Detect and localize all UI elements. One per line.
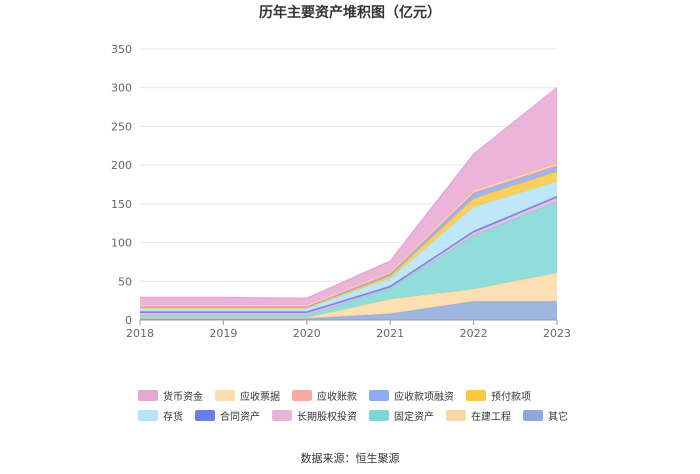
area-series-其它 [140, 301, 557, 320]
x-tick-label: 2021 [376, 327, 404, 340]
legend-label: 固定资产 [394, 411, 434, 423]
legend-label: 预付款项 [491, 391, 531, 403]
legend-swatch [369, 409, 389, 421]
legend-label: 应收票据 [240, 391, 280, 403]
y-tick-label: 300 [111, 82, 132, 95]
legend-swatch [369, 389, 389, 401]
chart-title: 历年主要资产堆积图（亿元） [259, 4, 441, 21]
legend-swatch [523, 409, 543, 421]
legend: 货币资金 应收票据 应收账款 应收款项融资 预付款项存货 合同资产 长期股权投资 固定资产 在建… [138, 388, 578, 423]
legend-swatch [215, 389, 235, 401]
legend-item[interactable]: 预付款项 [466, 388, 531, 403]
legend-swatch [446, 409, 466, 421]
x-tick-label: 2018 [126, 327, 154, 340]
y-tick-label: 350 [111, 43, 132, 56]
area-series-固定资产 [140, 201, 557, 318]
legend-swatch [466, 389, 486, 401]
legend-item[interactable]: 应收票据 [215, 388, 280, 403]
legend-swatch [272, 409, 292, 421]
legend-item[interactable]: 固定资产 [369, 408, 434, 423]
legend-item[interactable]: 长期股权投资 [272, 408, 357, 423]
legend-label: 在建工程 [471, 411, 511, 423]
legend-label: 货币资金 [163, 391, 203, 403]
y-tick-label: 0 [125, 314, 132, 327]
legend-item[interactable]: 应收款项融资 [369, 388, 454, 403]
legend-item[interactable]: 应收账款 [292, 388, 357, 403]
legend-item[interactable]: 合同资产 [195, 408, 260, 423]
source-note: 数据来源：恒生聚源 [300, 452, 400, 465]
legend-label: 存货 [163, 411, 183, 423]
y-tick-label: 200 [111, 159, 132, 172]
legend-swatch [138, 409, 158, 421]
legend-item[interactable]: 其它 [523, 408, 568, 423]
y-tick-label: 150 [111, 198, 132, 211]
y-tick-label: 50 [118, 275, 132, 288]
legend-item[interactable]: 存货 [138, 408, 183, 423]
x-tick-label: 2020 [293, 327, 321, 340]
area-series-line-货币资金 [140, 87, 558, 300]
axis-layer: 0 50 100 150 200 250 300 350 2018 2019 2020 2021 202… [111, 43, 571, 340]
y-tick-label: 100 [111, 237, 132, 250]
legend-swatch [195, 409, 215, 421]
legend-label: 合同资产 [220, 411, 260, 423]
y-tick-label: 250 [111, 120, 132, 133]
legend-swatch [292, 389, 312, 401]
legend-label: 长期股权投资 [297, 411, 357, 423]
x-tick-label: 2019 [209, 327, 237, 340]
legend-swatch [138, 389, 158, 401]
x-tick-label: 2022 [460, 327, 488, 340]
x-tick-label: 2023 [543, 327, 571, 340]
area-layer [140, 87, 558, 320]
area-series-在建工程 [140, 272, 557, 319]
legend-item[interactable]: 在建工程 [446, 408, 511, 423]
legend-item[interactable]: 货币资金 [138, 388, 203, 403]
legend-label: 应收款项融资 [394, 391, 454, 403]
legend-label: 应收账款 [317, 391, 357, 403]
legend-label: 其它 [548, 411, 568, 423]
